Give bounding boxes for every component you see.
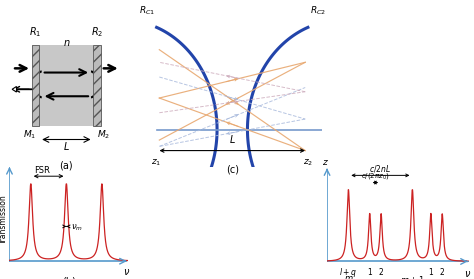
Text: $R_{C2}$: $R_{C2}$	[310, 4, 326, 17]
Text: $m+1$: $m+1$	[400, 274, 425, 279]
Text: $\nu$: $\nu$	[123, 267, 130, 277]
Text: $L$: $L$	[63, 140, 70, 153]
Text: $\nu$: $\nu$	[464, 269, 472, 279]
Text: $z_2$: $z_2$	[303, 158, 313, 169]
Bar	[39, 45, 93, 126]
FancyArrow shape	[12, 86, 32, 92]
Text: $M_2$: $M_2$	[97, 128, 110, 141]
Text: $z$: $z$	[322, 158, 329, 167]
Text: (a): (a)	[60, 160, 73, 170]
Text: $1$: $1$	[367, 266, 373, 278]
Text: Transmission: Transmission	[0, 194, 8, 244]
Text: $2$: $2$	[439, 266, 445, 278]
Text: $c/(2\pi z_0)$: $c/(2\pi z_0)$	[361, 171, 390, 181]
Text: $1$: $1$	[428, 266, 434, 278]
Text: FSR: FSR	[35, 166, 50, 175]
Text: $l+q$: $l+q$	[339, 266, 357, 279]
Text: $R_2$: $R_2$	[91, 25, 103, 39]
Text: $2$: $2$	[378, 266, 384, 278]
Text: (b): (b)	[62, 277, 76, 279]
Text: $m$: $m$	[344, 274, 353, 279]
Text: (c): (c)	[226, 164, 239, 174]
Text: $c/2nL$: $c/2nL$	[369, 163, 392, 174]
Text: $\nu_m$: $\nu_m$	[71, 223, 83, 233]
Text: $M_1$: $M_1$	[23, 128, 36, 141]
Text: $R_{C1}$: $R_{C1}$	[139, 4, 155, 17]
Text: $L$: $L$	[229, 133, 236, 145]
Text: $z_1$: $z_1$	[152, 158, 162, 169]
Bar	[32, 45, 39, 126]
Text: $n$: $n$	[63, 38, 70, 48]
Bar	[93, 45, 101, 126]
Text: $R_1$: $R_1$	[29, 25, 42, 39]
